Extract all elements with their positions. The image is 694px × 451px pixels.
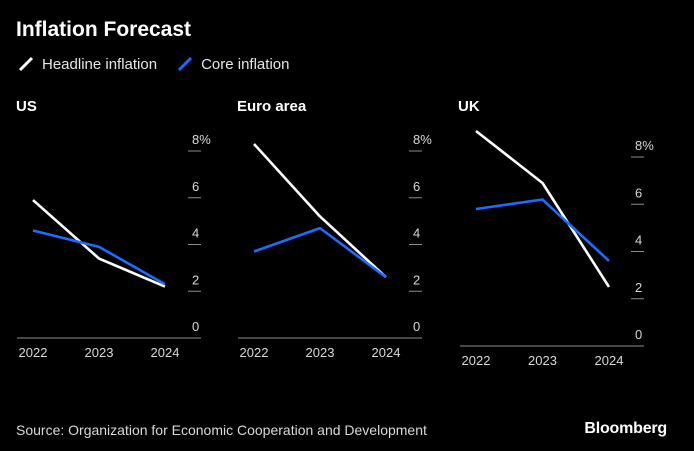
headline-swatch-icon [18,56,34,72]
us-x-tick-label: 2022 [19,345,48,360]
uk-core-line [475,198,610,262]
us-y-tick-label: 6 [192,179,199,194]
euro-area-y-tick-label: 6 [413,179,420,194]
legend-item-core: Core inflation [175,55,289,73]
panel-title-us: US [16,98,37,115]
legend-item-headline: Headline inflation [16,55,157,73]
euro-area-headline-line [253,143,387,279]
us-x-tick-label: 2023 [85,345,114,360]
uk-x-tick-label: 2022 [462,353,491,368]
euro-area-x-tick-label: 2022 [240,345,269,360]
euro-area-x-tick-label: 2023 [306,345,335,360]
us-y-tick-label: 8% [192,132,211,147]
euro-area-core-line [253,226,387,279]
bloomberg-logo: Bloomberg [584,420,667,437]
uk-x-tick-label: 2023 [528,353,557,368]
uk-y-tick-label: 0 [635,327,642,342]
euro-area-y-tick-label: 2 [413,272,420,287]
euro-area-y-tick-label: 4 [413,226,420,241]
euro-area-y-tick-label: 8% [413,132,432,147]
us-headline-line [32,199,166,288]
us-y-tick-label: 0 [192,319,199,334]
legend-label-headline: Headline inflation [42,55,158,73]
euro-area-x-tick-label: 2024 [372,345,401,360]
uk-headline-line [475,129,611,288]
panel-title-uk: UK [458,98,480,115]
uk-y-tick-label: 8% [635,138,654,153]
us-core-line [32,229,166,286]
euro-area-y-tick-label: 0 [413,319,420,334]
uk-y-tick-label: 6 [635,185,642,200]
chart-title: Inflation Forecast [16,18,192,41]
panel-title-euro-area: Euro area [237,98,307,115]
source-note: Source: Organization for Economic Cooper… [16,422,427,438]
us-x-tick-label: 2024 [151,345,180,360]
core-swatch-icon [178,56,193,72]
uk-y-tick-label: 4 [635,233,642,248]
us-y-tick-label: 4 [192,226,199,241]
legend: Headline inflation Core inflation [16,55,307,73]
uk-x-tick-label: 2024 [595,353,624,368]
legend-label-core: Core inflation [201,55,290,73]
uk-y-tick-label: 2 [635,280,642,295]
us-y-tick-label: 2 [192,272,199,287]
